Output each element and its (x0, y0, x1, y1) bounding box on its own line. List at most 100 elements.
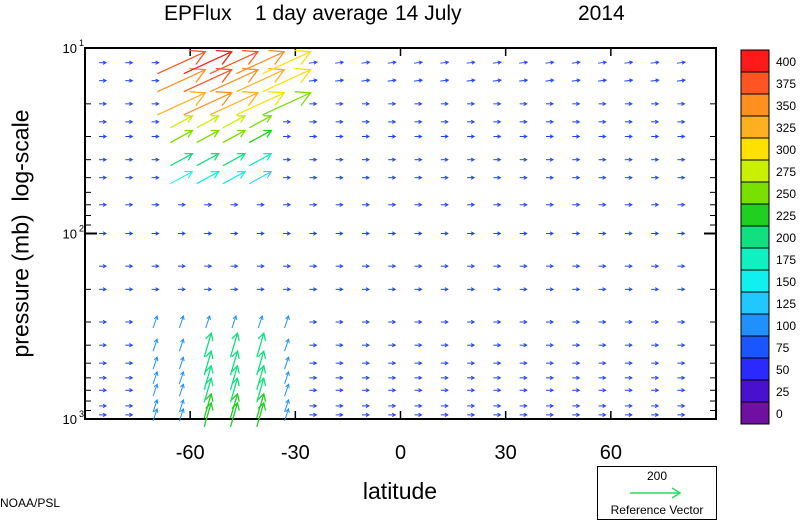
flux-vector (414, 403, 423, 408)
flux-vector (598, 157, 607, 162)
flux-vector (519, 157, 528, 162)
flux-vector (677, 202, 686, 207)
flux-vector (257, 315, 264, 329)
flux-vector (262, 67, 312, 93)
flux-vector (571, 60, 581, 65)
flux-vector (178, 338, 185, 352)
flux-vector (677, 375, 686, 380)
flux-vector (545, 101, 555, 106)
colorbar-label: 0 (776, 407, 783, 421)
flux-vector (178, 407, 185, 422)
flux-vector (624, 101, 633, 106)
flux-vector (209, 49, 260, 75)
colorbar-label: 250 (776, 187, 796, 201)
flux-vector (209, 67, 260, 93)
flux-vector (152, 315, 159, 329)
flux-vector (572, 343, 581, 348)
flux-vector (151, 78, 160, 83)
colorbar-swatch (740, 203, 770, 227)
flux-vector (545, 78, 555, 83)
flux-vector (203, 331, 214, 358)
flux-vector (467, 175, 476, 180)
flux-vector (99, 264, 108, 269)
flux-vector (248, 115, 273, 129)
flux-vector (361, 412, 370, 417)
flux-vector (151, 175, 160, 180)
flux-vector (414, 412, 423, 417)
flux-vector (248, 153, 273, 167)
flux-vector (151, 134, 160, 139)
flux-vector (651, 375, 660, 380)
flux-vector (519, 361, 528, 366)
reference-vector-box: 200 Reference Vector (597, 466, 717, 520)
flux-vector (284, 407, 290, 422)
flux-vector (677, 403, 686, 408)
flux-vector (203, 401, 214, 428)
flux-vector (467, 134, 476, 139)
flux-vector (222, 170, 247, 185)
flux-vector (519, 319, 528, 325)
y-tick-label: 10 (63, 227, 77, 242)
flux-vector (262, 91, 312, 116)
flux-vector (572, 412, 581, 417)
flux-vector (651, 157, 660, 162)
flux-vector (545, 287, 555, 292)
x-axis-label: latitude (362, 478, 438, 504)
colorbar-swatch (740, 115, 770, 139)
colorbar-label: 25 (776, 385, 790, 399)
flux-vector (361, 60, 371, 65)
flux-vector (335, 119, 344, 124)
colorbar-label: 200 (776, 231, 796, 245)
title-date: 14 July (395, 2, 462, 25)
flux-vector (624, 78, 634, 83)
flux-vector (387, 78, 397, 83)
x-tick-label: 30 (495, 442, 517, 464)
flux-vector (99, 175, 108, 180)
flux-vector (151, 287, 160, 292)
flux-vector (545, 119, 555, 124)
flux-vector (676, 60, 686, 65)
flux-vector (196, 115, 220, 129)
colorbar-label: 325 (776, 121, 796, 135)
flux-vector (236, 91, 286, 116)
flux-vector (125, 388, 134, 393)
flux-vector (177, 287, 186, 292)
flux-vector (651, 361, 660, 366)
flux-vector (414, 287, 423, 292)
colorbar-swatch (740, 335, 770, 359)
flux-vector (677, 175, 686, 180)
flux-vector (440, 202, 449, 207)
flux-vector (598, 287, 607, 292)
flux-vector (388, 175, 397, 180)
flux-vector (545, 375, 555, 380)
flux-vector (99, 319, 108, 325)
flux-vector (125, 361, 134, 366)
flux-vector (624, 231, 633, 236)
title-period: 1 day average (255, 2, 389, 25)
flux-vector (99, 134, 108, 139)
flux-vector (99, 119, 108, 124)
flux-vector (519, 231, 528, 236)
reference-arrow-icon (630, 487, 682, 499)
flux-vector (440, 287, 449, 292)
flux-vector (335, 101, 344, 106)
y-tick-exponent: 1 (79, 38, 84, 48)
flux-vector (545, 388, 555, 393)
flux-vector (205, 315, 211, 329)
flux-vector (157, 49, 207, 75)
colorbar-swatch (740, 71, 770, 95)
flux-vector (335, 134, 344, 139)
flux-vector (309, 134, 318, 139)
flux-vector (651, 101, 660, 106)
flux-vector (624, 134, 633, 139)
y-tick-label: 10 (63, 41, 77, 56)
flux-vector (99, 343, 108, 348)
flux-vector (572, 119, 581, 124)
flux-vector (152, 407, 159, 422)
flux-vector (440, 361, 449, 366)
flux-vector (284, 370, 290, 385)
flux-vector (151, 119, 160, 124)
flux-vector (178, 398, 185, 413)
y-axis-label: pressure (mb) log-scale (7, 109, 34, 358)
flux-vector (204, 202, 213, 207)
